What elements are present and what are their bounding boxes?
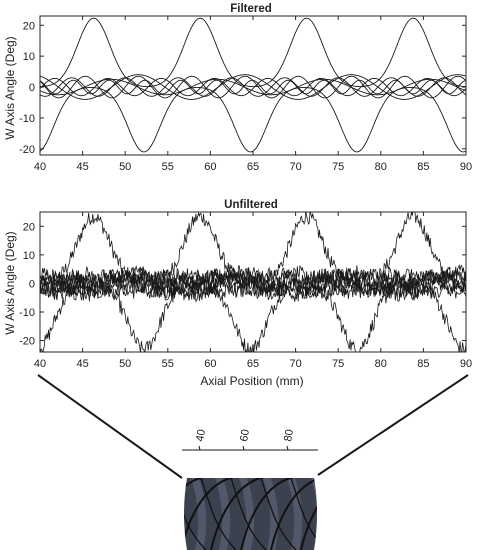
x-axis-label-unfiltered: Axial Position (mm): [200, 374, 303, 388]
x-tick-label-filtered-80: 80: [375, 161, 387, 173]
scale-tick-40: [198, 445, 201, 451]
x-tick-label-filtered-45: 45: [76, 161, 88, 173]
y-axis-label-unfiltered: W Axis Angle (Deg): [3, 231, 17, 334]
series-line-unfiltered-7: [40, 268, 466, 297]
part-shade: [239, 478, 255, 550]
series-group-filtered: [40, 17, 466, 153]
filtered-chart: Filtered W Axis Angle (Deg) 40 45 50 55 60 65…: [3, 3, 472, 173]
chart-title-unfiltered: Unfiltered: [224, 199, 278, 211]
unfiltered-chart: Unfiltered W Axis Angle (Deg) Axial Posi…: [3, 199, 472, 388]
plot-area-filtered: 40 45 50 55 60 65 70 75 80 85 90 -20 -10 0 10 20: [19, 15, 472, 173]
series-line-filtered-1: [40, 17, 466, 88]
x-tick-label-filtered-75: 75: [332, 161, 344, 173]
y-tick-label-filtered-10: 10: [23, 51, 35, 63]
y-tick-label-filtered--10: -10: [19, 113, 35, 125]
scale-tick-80: [286, 445, 289, 451]
y-tick-label-filtered--20: -20: [19, 144, 35, 156]
helix-groove: [210, 478, 272, 550]
x-tick-label-unfiltered-55: 55: [162, 358, 174, 370]
part-shade: [191, 478, 207, 550]
x-tick-label-filtered-55: 55: [162, 161, 174, 173]
position-scale: 40 60 80: [182, 428, 318, 451]
axes-frame-filtered: [39, 15, 467, 156]
x-tick-label-filtered-65: 65: [247, 161, 259, 173]
scale-label-60: 60: [238, 428, 252, 442]
series-line-filtered-7: [40, 79, 466, 95]
series-line-filtered-6: [40, 77, 466, 97]
helix-groove-cross: [351, 478, 386, 550]
connector-line-left: [37, 374, 183, 479]
helix-groove-cross: [184, 478, 207, 550]
scale-label-80: 80: [282, 428, 296, 442]
helix-groove: [240, 478, 302, 550]
x-tick-label-unfiltered-85: 85: [417, 358, 429, 370]
y-tick-label-unfiltered-20: 20: [23, 221, 35, 233]
helix-groove: [300, 478, 317, 550]
x-tick-label-unfiltered-70: 70: [289, 358, 301, 370]
y-tick-label-unfiltered--20: -20: [19, 336, 35, 348]
part-shade: [263, 478, 279, 550]
series-group-unfiltered: [40, 212, 466, 352]
helix-groove-cross: [200, 478, 237, 550]
series-line-unfiltered-8: [40, 263, 466, 303]
chart-title-filtered: Filtered: [230, 3, 272, 15]
x-tick-label-filtered-50: 50: [119, 161, 131, 173]
series-line-filtered-2: [40, 86, 466, 153]
x-tick-label-filtered-90: 90: [460, 161, 472, 173]
x-tick-label-filtered-40: 40: [34, 161, 46, 173]
helix-groove: [270, 478, 317, 550]
x-tick-label-unfiltered-90: 90: [460, 358, 472, 370]
y-axis-label-filtered: W Axis Angle (Deg): [3, 36, 17, 139]
x-tick-label-unfiltered-45: 45: [76, 358, 88, 370]
x-tick-label-unfiltered-60: 60: [204, 358, 216, 370]
x-tick-label-filtered-60: 60: [204, 161, 216, 173]
connector-line-right: [317, 374, 469, 476]
x-tick-label-filtered-70: 70: [289, 161, 301, 173]
y-tick-label-unfiltered--10: -10: [19, 307, 35, 319]
helix-groove: [331, 476, 391, 550]
y-tick-label-unfiltered-10: 10: [23, 250, 35, 262]
helix-groove-cross: [321, 478, 356, 550]
helical-part-image: [184, 476, 391, 550]
helix-groove-cross: [260, 478, 297, 550]
x-tick-label-unfiltered-65: 65: [247, 358, 259, 370]
y-tick-label-unfiltered-0: 0: [29, 278, 35, 290]
helix-groove-cross: [230, 478, 267, 550]
x-tick-label-unfiltered-80: 80: [375, 358, 387, 370]
y-tick-label-filtered-20: 20: [23, 20, 35, 32]
y-tick-label-filtered-0: 0: [29, 82, 35, 94]
scale-label-40: 40: [194, 428, 208, 442]
x-tick-label-unfiltered-50: 50: [119, 358, 131, 370]
x-tick-label-unfiltered-75: 75: [332, 358, 344, 370]
part-shade: [287, 478, 303, 550]
x-tick-label-filtered-85: 85: [417, 161, 429, 173]
scale-tick-60: [242, 445, 245, 451]
series-line-filtered-8: [40, 74, 466, 100]
x-tick-label-unfiltered-40: 40: [34, 358, 46, 370]
helix-groove-cross: [290, 478, 317, 550]
plot-area-unfiltered: 40 45 50 55 60 65 70 75 80 85 90 -20 -10 0 10 20: [19, 211, 472, 370]
